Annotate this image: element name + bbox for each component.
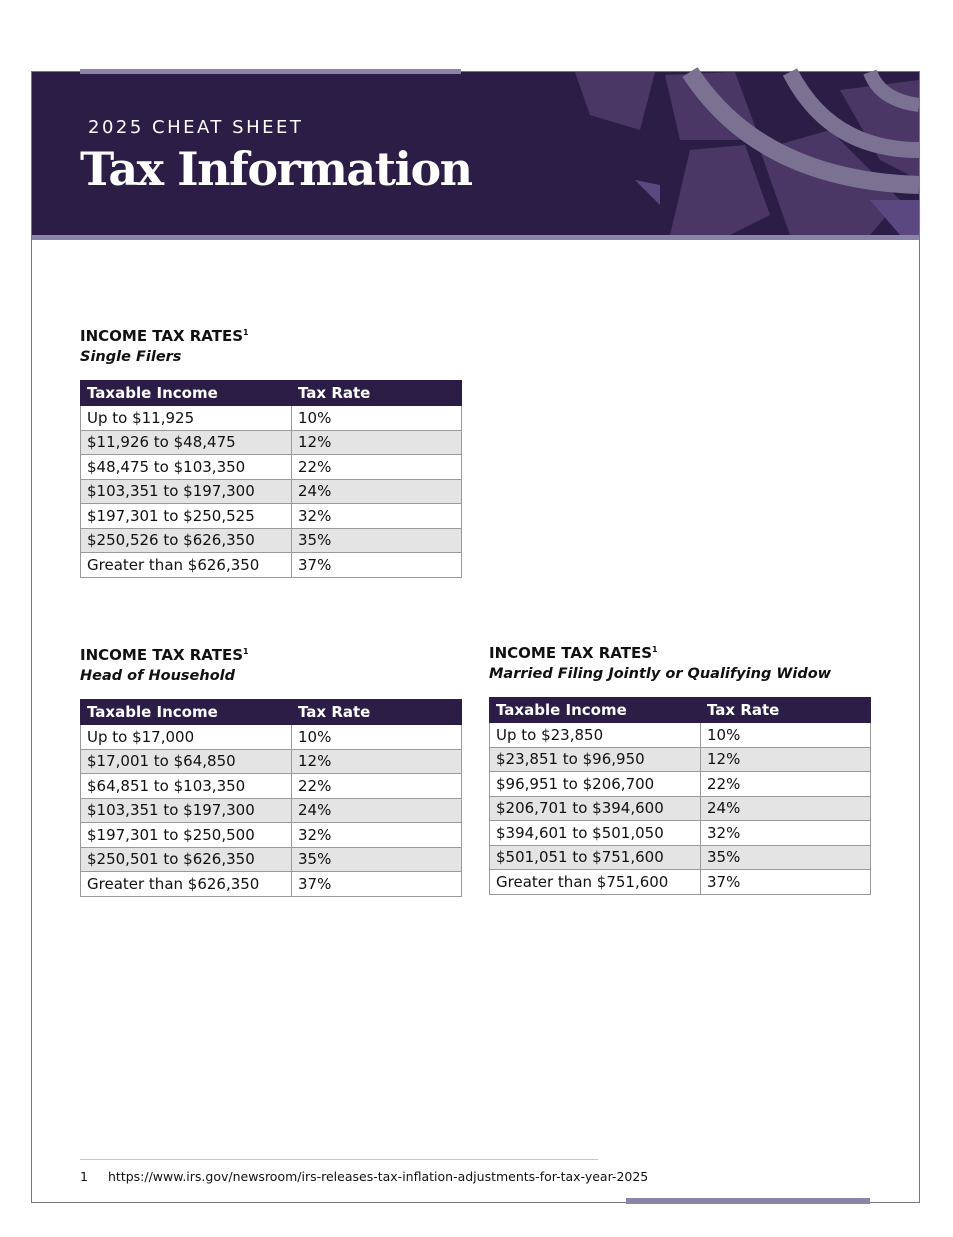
rate-table: Taxable Income Tax Rate Up to $11,925 10% $1… [80, 380, 462, 578]
cell: $206,701 to $394,600 [489, 795, 701, 821]
cell: 12% [291, 748, 462, 774]
title: Tax Information [80, 142, 473, 196]
cell: Greater than $626,350 [80, 871, 292, 897]
heading-text: INCOME TAX RATES [80, 327, 244, 345]
cell: 32% [291, 503, 462, 529]
row: $197,301 to $250,500 32% [80, 822, 462, 848]
cell: 12% [291, 429, 462, 455]
header-rule [32, 235, 919, 240]
cell: Up to $11,925 [80, 405, 292, 431]
row: $250,526 to $626,350 35% [80, 527, 462, 553]
row: Greater than $626,350 37% [80, 552, 462, 578]
cell: $23,851 to $96,950 [489, 746, 701, 772]
section-subheading: Head of Household [80, 668, 236, 684]
cell: 22% [291, 773, 462, 799]
section-heading: INCOME TAX RATES1 [489, 644, 658, 662]
cell: 10% [700, 722, 871, 748]
cell: 10% [291, 405, 462, 431]
row: $103,351 to $197,300 24% [80, 797, 462, 823]
column-header: Tax Rate [700, 697, 871, 723]
row: Greater than $626,350 37% [80, 871, 462, 897]
rate-table: Taxable Income Tax Rate Up to $23,850 10% $2… [489, 697, 871, 895]
section-heading: INCOME TAX RATES1 [80, 646, 249, 664]
section-heading: INCOME TAX RATES1 [80, 327, 249, 345]
row: $48,475 to $103,350 22% [80, 454, 462, 480]
cell: 35% [700, 844, 871, 870]
row: $17,001 to $64,850 12% [80, 748, 462, 774]
column-header: Tax Rate [291, 380, 462, 406]
note-ref: 1 [243, 328, 249, 337]
header-row: Taxable Income Tax Rate [80, 699, 462, 725]
column-header: Tax Rate [291, 699, 462, 725]
row: $394,601 to $501,050 32% [489, 820, 871, 846]
cell: $96,951 to $206,700 [489, 771, 701, 797]
cell: 37% [700, 869, 871, 895]
cell: 24% [291, 478, 462, 504]
row: $64,851 to $103,350 22% [80, 773, 462, 799]
eyebrow: 2025 CHEAT SHEET [88, 117, 304, 138]
cell: 35% [291, 527, 462, 553]
note-ref: 1 [243, 647, 249, 656]
cell: $17,001 to $64,850 [80, 748, 292, 774]
cell: Greater than $751,600 [489, 869, 701, 895]
heading-text: INCOME TAX RATES [80, 646, 244, 664]
cell: 37% [291, 552, 462, 578]
row: $250,501 to $626,350 35% [80, 846, 462, 872]
column-header: Taxable Income [80, 380, 292, 406]
row: $103,351 to $197,300 24% [80, 478, 462, 504]
header-row: Taxable Income Tax Rate [80, 380, 462, 406]
cell: $11,926 to $48,475 [80, 429, 292, 455]
row: $197,301 to $250,525 32% [80, 503, 462, 529]
row: $206,701 to $394,600 24% [489, 795, 871, 821]
heading-text: INCOME TAX RATES [489, 644, 653, 662]
cell: $64,851 to $103,350 [80, 773, 292, 799]
cell: $394,601 to $501,050 [489, 820, 701, 846]
header-decoration [575, 67, 921, 235]
cell: Greater than $626,350 [80, 552, 292, 578]
cell: 32% [700, 820, 871, 846]
row: $501,051 to $751,600 35% [489, 844, 871, 870]
cell: 37% [291, 871, 462, 897]
cell: 22% [291, 454, 462, 480]
top-accent [80, 69, 461, 74]
bottom-accent [626, 1198, 870, 1204]
row: Up to $11,925 10% [80, 405, 462, 431]
cell: Up to $17,000 [80, 724, 292, 750]
row: $11,926 to $48,475 12% [80, 429, 462, 455]
border [31, 71, 920, 1203]
cell: 24% [700, 795, 871, 821]
cell: 10% [291, 724, 462, 750]
cell: 35% [291, 846, 462, 872]
cell: $197,301 to $250,500 [80, 822, 292, 848]
column-header: Taxable Income [489, 697, 701, 723]
cell: $103,351 to $197,300 [80, 478, 292, 504]
row: Up to $23,850 10% [489, 722, 871, 748]
cell: 24% [291, 797, 462, 823]
footnote-text: https://www.irs.gov/newsroom/irs-release… [108, 1169, 649, 1184]
row: Greater than $751,600 37% [489, 869, 871, 895]
header-row: Taxable Income Tax Rate [489, 697, 871, 723]
cell: $501,051 to $751,600 [489, 844, 701, 870]
cell: $250,526 to $626,350 [80, 527, 292, 553]
cell: 22% [700, 771, 871, 797]
rate-table: Taxable Income Tax Rate Up to $17,000 10% $1… [80, 699, 462, 897]
cell: Up to $23,850 [489, 722, 701, 748]
cell: $250,501 to $626,350 [80, 846, 292, 872]
cell: $197,301 to $250,525 [80, 503, 292, 529]
cell: 32% [291, 822, 462, 848]
row: $23,851 to $96,950 12% [489, 746, 871, 772]
cell: $48,475 to $103,350 [80, 454, 292, 480]
row: Up to $17,000 10% [80, 724, 462, 750]
cell: $103,351 to $197,300 [80, 797, 292, 823]
note-ref: 1 [652, 645, 658, 654]
row: $96,951 to $206,700 22% [489, 771, 871, 797]
section-subheading: Single Filers [80, 349, 182, 365]
section-subheading: Married Filing Jointly or Qualifying Wid… [489, 666, 832, 682]
footnote-number: 1 [80, 1169, 88, 1184]
column-header: Taxable Income [80, 699, 292, 725]
cell: 12% [700, 746, 871, 772]
